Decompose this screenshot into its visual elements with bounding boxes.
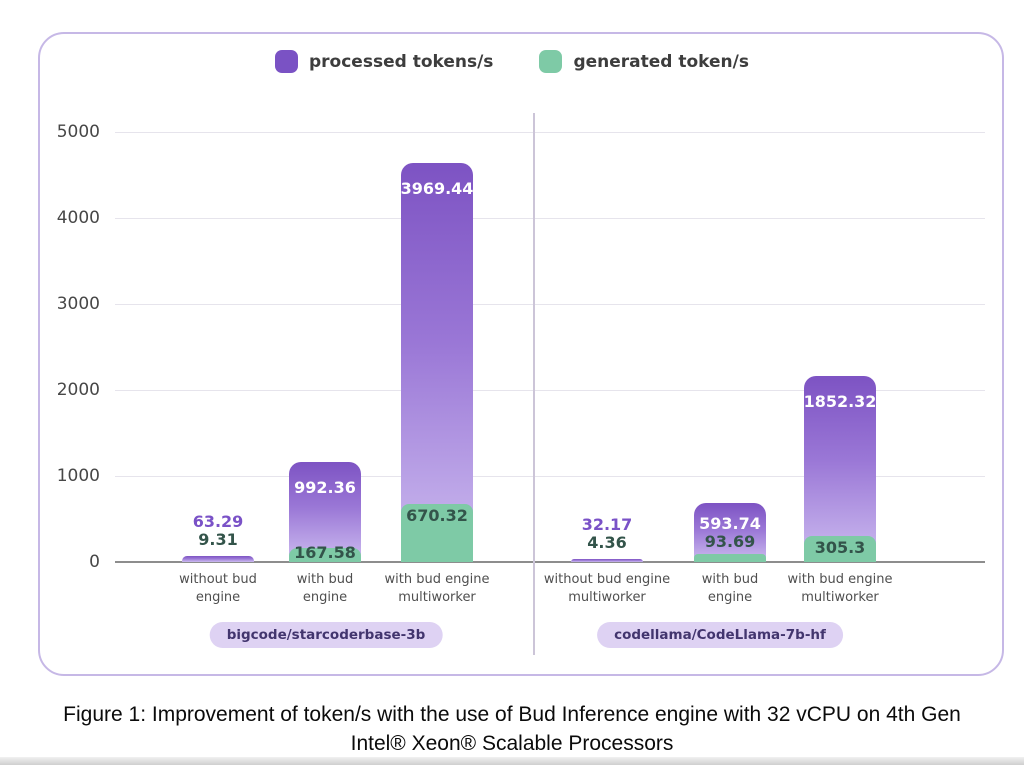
x-axis-tick-label: with bud engine <box>240 571 410 607</box>
generated-value-label: 9.31 <box>198 529 238 549</box>
x-axis-tick-line: with bud <box>296 572 354 587</box>
y-axis-tick-label: 0 <box>89 552 100 572</box>
x-axis-tick-label: without bud engine <box>133 571 303 607</box>
generated-value-label: 93.69 <box>704 531 756 551</box>
bar-generated-segment <box>694 553 766 562</box>
bar-processed-segment <box>804 376 876 562</box>
group-badge-starcoderbase: bigcode/starcoderbase-3b <box>209 622 443 648</box>
figure-caption: Figure 1: Improvement of token/s with th… <box>0 700 1024 758</box>
group-badge-codellama: codellama/CodeLlama-7b-hf <box>597 622 843 648</box>
y-axis-tick-label: 3000 <box>56 294 100 314</box>
x-axis-tick-label: without bud engine multiworker <box>522 571 692 607</box>
x-axis-tick-line: with bud engine <box>384 572 490 587</box>
legend-label-processed: processed tokens/s <box>309 51 494 72</box>
y-axis-tick-label: 2000 <box>56 380 100 400</box>
gridline <box>115 218 985 219</box>
x-axis-tick-line: engine <box>302 589 348 605</box>
bar-generated-segment <box>804 535 876 562</box>
group-divider-line <box>533 113 535 655</box>
x-axis-tick-line: multiworker <box>568 589 646 605</box>
processed-value-label: 992.36 <box>294 478 356 498</box>
x-axis-tick-line: without bud <box>179 572 257 587</box>
bar-processed-segment <box>571 558 643 562</box>
x-axis-tick-line: engine <box>707 589 753 605</box>
legend-item-processed: processed tokens/s <box>275 50 493 73</box>
gridline <box>115 304 985 305</box>
bar-generated-segment <box>401 504 473 562</box>
chart-legend: processed tokens/s generated token/s <box>0 50 1024 73</box>
x-axis-tick-line: engine <box>195 589 241 605</box>
x-axis-tick-label: with bud engine <box>645 571 815 607</box>
x-axis-tick-line: multiworker <box>801 589 879 605</box>
generated-swatch-icon <box>539 50 563 73</box>
x-axis-tick-line: without bud engine <box>543 572 671 587</box>
y-axis-tick-label: 4000 <box>56 208 100 228</box>
x-axis-tick-label: with bud engine multiworker <box>755 571 925 607</box>
gridline <box>115 476 985 477</box>
processed-swatch-icon <box>275 50 298 73</box>
gridline <box>115 561 985 563</box>
bar-processed-segment <box>694 502 766 562</box>
generated-value-label: 4.36 <box>587 532 627 552</box>
x-axis-tick-line: multiworker <box>398 589 476 605</box>
processed-value-label: 593.74 <box>699 513 761 533</box>
caption-line-2: Intel® Xeon® Scalable Processors <box>350 732 674 755</box>
processed-value-label: 32.17 <box>581 514 633 534</box>
generated-value-label: 305.3 <box>814 537 866 557</box>
legend-label-generated: generated token/s <box>573 51 749 72</box>
bar-processed-segment <box>401 162 473 562</box>
screenshot-bottom-edge <box>0 757 1024 765</box>
gridline <box>115 390 985 391</box>
y-axis-tick-label: 5000 <box>56 122 100 142</box>
caption-line-1: Figure 1: Improvement of token/s with th… <box>63 703 961 726</box>
generated-value-label: 167.58 <box>294 542 356 562</box>
processed-value-label: 3969.44 <box>400 178 474 198</box>
processed-value-label: 63.29 <box>192 511 244 531</box>
x-axis-tick-label: with bud engine multiworker <box>352 571 522 607</box>
bar-processed-segment <box>289 462 361 562</box>
processed-value-label: 1852.32 <box>803 392 877 412</box>
bar-processed-segment <box>182 555 254 562</box>
chart-card <box>38 32 1004 676</box>
x-axis-tick-line: with bud <box>701 572 759 587</box>
bar-generated-segment <box>289 547 361 562</box>
y-axis-tick-label: 1000 <box>56 466 100 486</box>
legend-item-generated: generated token/s <box>539 50 749 73</box>
x-axis-tick-line: with bud engine <box>787 572 893 587</box>
generated-value-label: 670.32 <box>406 506 468 526</box>
gridline <box>115 132 985 133</box>
